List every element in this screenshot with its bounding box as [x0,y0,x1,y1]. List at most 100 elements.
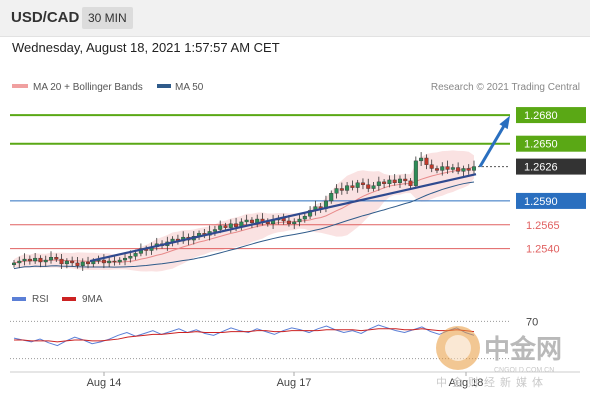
research-credit: Research © 2021 Trading Central [431,82,580,93]
candle-body [397,178,402,184]
candle-body [408,180,413,186]
rsi-level-label: 70 [526,316,538,328]
candle-body [107,260,112,264]
chart-datetime: Wednesday, August 18, 2021 1:57:57 AM CE… [12,40,280,55]
level-badge-1 [516,135,586,152]
candle-body [22,258,27,262]
level-label-1: 1.2650 [524,139,558,151]
candle-body [292,221,297,225]
candle-body [223,225,228,228]
candle-body [59,258,64,265]
level-badge-2 [516,158,586,175]
candle-body [440,166,445,171]
candle-body [366,184,371,189]
candle-body [376,181,381,186]
legend-swatch-ma50 [157,84,171,88]
rsi-legend-swatch [12,297,26,301]
rsi-ma-legend-swatch [62,297,76,301]
candle-body [128,256,133,259]
candle-body [123,257,128,261]
candle-body [212,229,217,232]
candle-body [392,179,397,183]
watermark-logo [436,326,480,370]
candle-body [424,157,429,165]
candle-body [218,225,223,230]
watermark-brand: 中金网 [484,334,562,364]
level-badge-0 [516,107,586,124]
candle-body [249,219,254,224]
candle-body [434,168,439,171]
candle-body [38,257,43,263]
rsi-legend-label: RSI [32,294,49,305]
watermark-tagline: 中金财经新媒体 [436,375,548,389]
candle-body [70,260,75,264]
candle-body [234,223,239,227]
candle-body [75,262,80,266]
rsi-line [13,324,475,347]
candle-body [450,167,455,170]
symbol-label: USD/CAD [11,9,80,26]
candle-body [387,179,392,184]
candle-body [429,164,434,169]
x-tick-label: Aug 17 [277,377,312,389]
candle-body [466,168,471,171]
candle-body [456,167,461,172]
level-label-5: 1.2540 [526,244,560,256]
candle-body [11,262,16,266]
level-label-2: 1.2626 [524,162,558,174]
candle-body [382,181,387,184]
candle-body [228,223,233,228]
candle-body [350,185,355,188]
x-tick-label: Aug 14 [87,377,122,389]
candle-body [117,259,122,263]
candle-body [64,260,69,265]
candles-group [11,152,477,271]
candle-body [244,219,249,223]
level-label-3: 1.2590 [524,196,558,208]
candle-body [445,166,450,170]
legend-label-ma20: MA 20 + Bollinger Bands [33,82,143,93]
candle-body [334,188,339,194]
watermark-coin-icon [436,326,480,370]
candle-body [355,182,360,188]
candle-body [17,260,22,264]
ma50-line [13,181,475,270]
x-tick-label: Aug 18 [449,377,484,389]
level-label-4: 1.2565 [526,220,560,232]
projection-arrow-line [478,118,510,168]
candle-body [360,182,365,185]
candle-body [101,259,106,264]
candle-body [133,253,138,257]
bollinger-band [14,150,474,272]
candle-body [49,257,54,261]
candle-body [297,218,302,223]
candle-body [419,157,424,162]
candle-body [472,166,477,171]
timeframe-badge[interactable]: 30 MIN [82,7,133,29]
watermark-coin-inner-icon [445,335,471,361]
legend-label-ma50: MA 50 [175,82,204,93]
candle-body [302,215,307,220]
candle-body [413,160,418,186]
rsi-ma-line [14,328,475,343]
candle-body [112,260,117,263]
candle-body [43,259,48,263]
candle-body [33,257,38,262]
candle-body [54,257,59,260]
candle-body [371,185,376,189]
trendline [89,173,477,263]
legend-swatch-ma20 [12,84,28,88]
candle-body [345,185,350,191]
candle-body [329,193,334,202]
level-badge-3 [516,192,586,209]
candle-body [339,188,344,191]
candle-body [403,178,408,182]
candle-body [286,220,291,225]
candle-body [27,258,32,262]
candle-body [86,261,91,265]
projection-arrow-head [499,115,511,130]
rsi-ma-legend-label: 9MA [82,294,103,305]
chart-header-bar: USD/CAD 30 MIN [0,0,590,37]
candle-body [80,261,85,266]
